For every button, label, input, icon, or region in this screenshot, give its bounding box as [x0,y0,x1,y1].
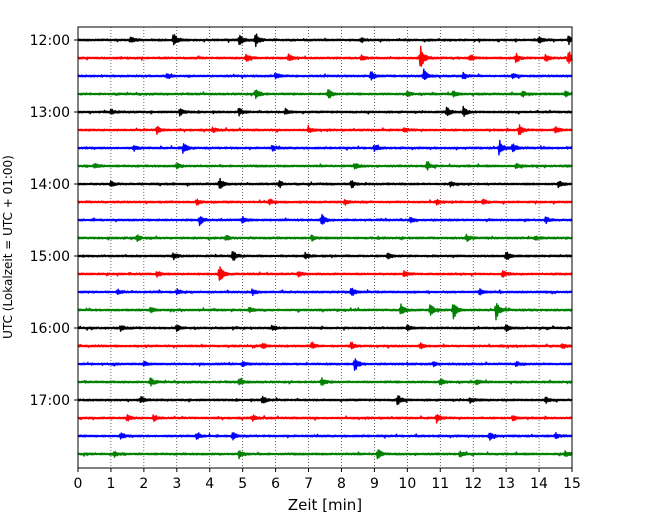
y-tick-label: 16:00 [30,321,70,337]
x-axis-ticks: 0 1 2 3 4 5 6 7 8 9 10 11 12 13 14 15 [74,468,581,492]
seismic-trace [77,303,573,321]
x-tick-label: 9 [370,476,379,492]
x-axis-label: Zeit [min] [288,496,362,514]
x-tick-label: 8 [337,476,346,492]
x-tick-label: 5 [238,476,247,492]
x-tick-label: 6 [271,476,280,492]
seismic-trace [77,45,573,67]
y-tick-label: 13:00 [30,105,70,121]
seismic-trace [77,414,573,424]
y-tick-label: 15:00 [30,249,70,265]
x-tick-label: 10 [398,476,416,492]
y-axis-ticks: 12:00 13:00 14:00 15:00 16:00 17:00 [30,33,78,409]
x-tick-label: 14 [530,476,548,492]
seismic-trace [77,68,573,81]
x-tick-label: 12 [464,476,482,492]
x-tick-label: 3 [172,476,181,492]
x-tick-label: 0 [74,476,83,492]
plot-frame [77,26,573,469]
x-tick-label: 2 [139,476,148,492]
y-axis-label: UTC (Lokalzeit = UTC + 01:00) [1,155,15,339]
x-tick-label: 4 [205,476,214,492]
seismic-traces [77,33,573,460]
x-tick-label: 15 [563,476,581,492]
x-tick-label: 11 [431,476,449,492]
y-tick-label: 17:00 [30,393,70,409]
x-tick-label: 13 [497,476,515,492]
x-tick-label: 7 [304,476,313,492]
x-tick-label: 1 [106,476,115,492]
y-tick-label: 14:00 [30,177,70,193]
y-tick-label: 12:00 [30,33,70,49]
